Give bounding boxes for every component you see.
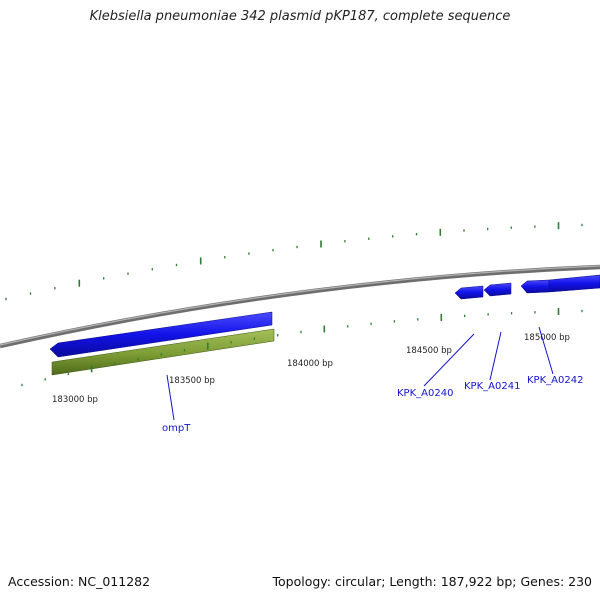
callout-line-ompT (166, 374, 175, 421)
position-label-184000: 184000 bp (287, 359, 333, 369)
callout-line-KPK_A0242 (538, 326, 554, 375)
plasmid-backbone-highlight (0, 265, 600, 346)
topology-info-text: Topology: circular; Length: 187,922 bp; … (272, 574, 593, 589)
gene-label-KPK_A0240[interactable]: KPK_A0240 (397, 388, 453, 399)
outer-tick-marks (5, 222, 583, 301)
gene-KPK_A0241[interactable] (483, 282, 512, 297)
gene-KPK_A0240[interactable] (454, 285, 484, 300)
feature-ompT-region[interactable] (51, 328, 275, 376)
position-label-184500: 184500 bp (406, 346, 452, 356)
position-label-183500: 183500 bp (169, 376, 215, 386)
inner-tick-marks (21, 308, 583, 387)
callout-line-KPK_A0241 (489, 331, 502, 381)
gene-label-KPK_A0241[interactable]: KPK_A0241 (464, 381, 520, 392)
map-title: Klebsiella pneumoniae 342 plasmid pKP187… (89, 9, 511, 24)
plasmid-backbone (0, 264, 600, 349)
gene-KPK_A0242[interactable] (520, 274, 600, 294)
accession-text: Accession: NC_011282 (8, 574, 151, 589)
callout-line-KPK_A0240 (423, 333, 475, 387)
gene-label-ompT[interactable]: ompT (162, 423, 191, 434)
position-label-183000: 183000 bp (52, 395, 98, 405)
gene-label-KPK_A0242[interactable]: KPK_A0242 (527, 375, 583, 386)
position-label-185000: 185000 bp (524, 333, 570, 343)
gene-ompT[interactable] (49, 311, 273, 358)
